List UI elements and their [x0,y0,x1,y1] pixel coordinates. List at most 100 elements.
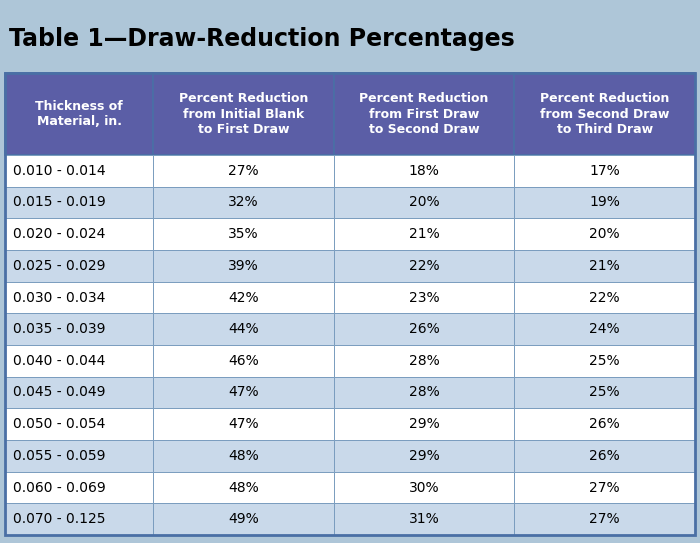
Text: 0.055 - 0.059: 0.055 - 0.059 [13,449,106,463]
Bar [5,73,695,535]
Bar [514,377,695,408]
Bar [514,472,695,503]
Bar [514,440,695,472]
Bar [153,472,334,503]
Bar [153,440,334,472]
Bar [153,250,334,282]
Bar [514,187,695,218]
Bar [334,472,514,503]
Bar [5,187,153,218]
Bar [334,408,514,440]
Text: 26%: 26% [589,449,620,463]
Bar [5,73,153,155]
Text: 27%: 27% [228,164,259,178]
Text: 39%: 39% [228,259,259,273]
Text: 48%: 48% [228,449,259,463]
Text: 0.030 - 0.034: 0.030 - 0.034 [13,291,106,305]
Text: 0.045 - 0.049: 0.045 - 0.049 [13,386,106,400]
Bar [514,282,695,313]
Bar [5,282,153,313]
Text: Table 1—Draw-Reduction Percentages: Table 1—Draw-Reduction Percentages [9,27,514,51]
Bar [514,155,695,187]
Text: 22%: 22% [589,291,620,305]
Bar [334,282,514,313]
Text: 0.015 - 0.019: 0.015 - 0.019 [13,195,106,210]
Bar [5,472,153,503]
Bar [5,155,153,187]
Bar [334,218,514,250]
Bar [153,503,334,535]
Bar [5,440,153,472]
Text: 42%: 42% [228,291,259,305]
Text: 0.025 - 0.029: 0.025 - 0.029 [13,259,106,273]
Text: 27%: 27% [589,481,620,495]
Bar [514,503,695,535]
Text: 48%: 48% [228,481,259,495]
Bar [514,218,695,250]
Text: 47%: 47% [228,417,259,431]
Text: 29%: 29% [409,417,440,431]
Text: 35%: 35% [228,227,259,241]
Bar [153,155,334,187]
Bar [5,377,153,408]
Text: 28%: 28% [409,386,440,400]
Bar [334,73,514,155]
Text: 44%: 44% [228,322,259,336]
Bar [153,282,334,313]
Text: 29%: 29% [409,449,440,463]
Bar [514,73,695,155]
Text: 0.020 - 0.024: 0.020 - 0.024 [13,227,106,241]
Text: 25%: 25% [589,354,620,368]
Bar [153,73,334,155]
Bar [514,408,695,440]
Text: 20%: 20% [409,195,440,210]
Text: 49%: 49% [228,512,259,526]
Text: 46%: 46% [228,354,259,368]
Text: 0.010 - 0.014: 0.010 - 0.014 [13,164,106,178]
Text: 21%: 21% [589,259,620,273]
Bar [334,503,514,535]
Bar [514,345,695,377]
Bar [334,187,514,218]
Text: 0.070 - 0.125: 0.070 - 0.125 [13,512,106,526]
Bar [5,218,153,250]
Text: 18%: 18% [409,164,440,178]
Text: 32%: 32% [228,195,259,210]
Text: 0.060 - 0.069: 0.060 - 0.069 [13,481,106,495]
Text: 26%: 26% [589,417,620,431]
Bar [153,408,334,440]
Text: 0.040 - 0.044: 0.040 - 0.044 [13,354,106,368]
Text: 19%: 19% [589,195,620,210]
Bar [153,377,334,408]
Bar [334,313,514,345]
Bar [334,377,514,408]
Bar [153,345,334,377]
Bar [5,345,153,377]
Text: 17%: 17% [589,164,620,178]
Bar [5,408,153,440]
Bar [334,250,514,282]
Bar [514,250,695,282]
Text: 28%: 28% [409,354,440,368]
Bar [153,187,334,218]
Text: 23%: 23% [409,291,440,305]
Text: 30%: 30% [409,481,440,495]
Bar [514,313,695,345]
Text: Percent Reduction
from First Draw
to Second Draw: Percent Reduction from First Draw to Sec… [359,92,489,136]
Text: 0.035 - 0.039: 0.035 - 0.039 [13,322,106,336]
Bar [153,313,334,345]
Text: Percent Reduction
from Second Draw
to Third Draw: Percent Reduction from Second Draw to Th… [540,92,669,136]
Text: 25%: 25% [589,386,620,400]
Bar [5,250,153,282]
Text: 47%: 47% [228,386,259,400]
Bar [334,155,514,187]
Text: Percent Reduction
from Initial Blank
to First Draw: Percent Reduction from Initial Blank to … [178,92,308,136]
Text: Thickness of
Material, in.: Thickness of Material, in. [35,100,123,128]
Text: 27%: 27% [589,512,620,526]
Text: 24%: 24% [589,322,620,336]
Bar [5,503,153,535]
Text: 20%: 20% [589,227,620,241]
Text: 26%: 26% [409,322,440,336]
Text: 22%: 22% [409,259,440,273]
Bar [334,440,514,472]
